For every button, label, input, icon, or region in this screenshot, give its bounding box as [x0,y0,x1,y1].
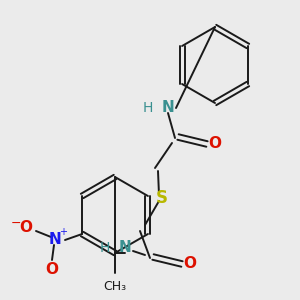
Text: H: H [143,101,153,115]
Text: CH₃: CH₃ [103,280,127,292]
Text: N: N [162,100,174,116]
Text: O: O [184,256,196,271]
Text: N: N [49,232,62,247]
Text: O: O [208,136,221,151]
Text: −: − [11,217,21,230]
Text: O: O [46,262,59,277]
Text: N: N [118,241,131,256]
Text: +: + [59,227,67,237]
Text: S: S [156,189,168,207]
Text: H: H [100,241,110,255]
Text: O: O [20,220,32,236]
